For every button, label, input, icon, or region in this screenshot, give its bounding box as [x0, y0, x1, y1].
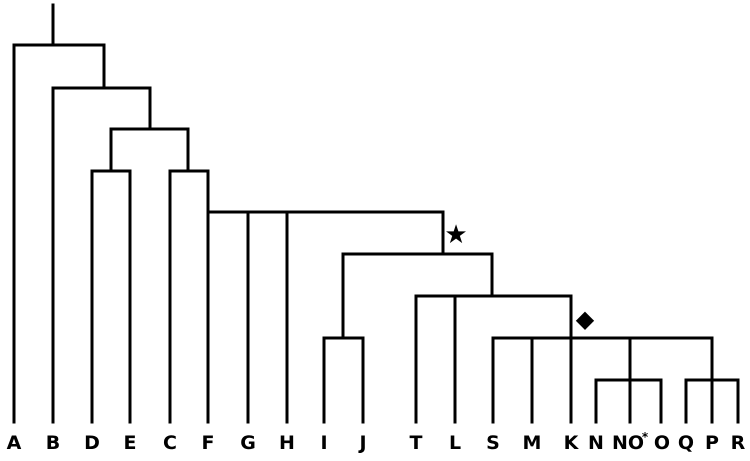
taxon-label-n: N	[588, 432, 604, 454]
taxon-label-r: R	[731, 432, 746, 454]
taxon-labels: A B D E C F G H I J T L S M K N NO * O Q…	[7, 430, 746, 454]
taxon-label-t: T	[410, 432, 423, 454]
taxon-label-b: B	[46, 432, 60, 454]
taxon-label-h: H	[279, 432, 295, 454]
branches	[12, 3, 740, 424]
taxon-label-i: I	[320, 432, 327, 454]
markers: ★ ◆	[444, 220, 594, 333]
taxon-label-o: O	[654, 432, 670, 454]
taxon-label-asterisk: *	[642, 430, 649, 444]
taxon-label-l: L	[449, 432, 461, 454]
taxon-label-k: K	[564, 432, 580, 454]
taxon-label-p: P	[705, 432, 719, 454]
taxon-label-q: Q	[678, 432, 694, 454]
taxon-label-m: M	[523, 432, 542, 454]
diamond-icon: ◆	[576, 305, 595, 333]
taxon-label-s: S	[486, 432, 500, 454]
taxon-label-f: F	[202, 432, 215, 454]
taxon-label-a: A	[7, 432, 22, 454]
star-icon: ★	[444, 220, 467, 250]
taxon-label-c: C	[163, 432, 177, 454]
taxon-label-no: NO	[612, 432, 644, 454]
taxon-label-d: D	[84, 432, 100, 454]
taxon-label-e: E	[124, 432, 137, 454]
taxon-label-j: J	[357, 432, 366, 454]
taxon-label-g: G	[240, 432, 256, 454]
